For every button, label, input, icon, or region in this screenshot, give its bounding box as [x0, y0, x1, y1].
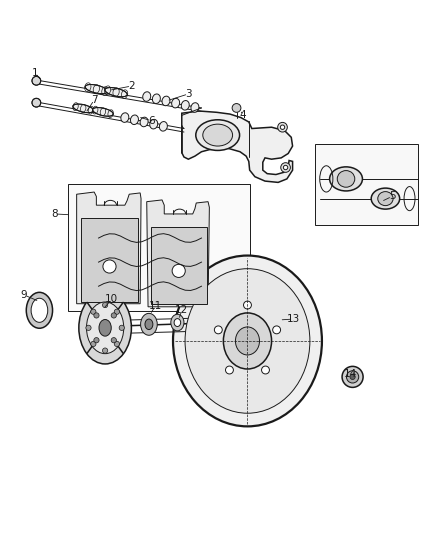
Circle shape [111, 337, 117, 343]
Ellipse shape [150, 119, 158, 129]
Ellipse shape [203, 124, 233, 146]
Ellipse shape [378, 191, 393, 206]
Polygon shape [147, 200, 209, 307]
Text: 5: 5 [389, 191, 396, 201]
Text: 9: 9 [21, 290, 28, 300]
Polygon shape [151, 227, 207, 304]
Circle shape [350, 374, 355, 379]
Text: 4: 4 [240, 110, 247, 120]
Ellipse shape [173, 255, 322, 426]
Ellipse shape [337, 171, 355, 187]
Text: 10: 10 [105, 294, 118, 304]
Text: 8: 8 [51, 209, 58, 219]
Circle shape [94, 313, 99, 318]
Ellipse shape [185, 269, 310, 413]
Text: 11: 11 [149, 301, 162, 311]
Ellipse shape [278, 123, 287, 132]
Ellipse shape [281, 163, 290, 172]
Ellipse shape [181, 101, 189, 110]
Ellipse shape [283, 165, 288, 169]
Circle shape [103, 260, 116, 273]
Text: 6: 6 [148, 116, 155, 126]
Text: 14: 14 [344, 369, 357, 379]
Ellipse shape [174, 319, 180, 327]
Text: 13: 13 [287, 314, 300, 324]
Ellipse shape [280, 125, 285, 130]
Text: 7: 7 [91, 95, 98, 105]
Circle shape [226, 366, 233, 374]
Ellipse shape [131, 115, 138, 125]
Ellipse shape [330, 167, 363, 191]
Text: 1: 1 [32, 68, 39, 78]
Circle shape [273, 326, 281, 334]
Ellipse shape [99, 319, 111, 336]
Ellipse shape [79, 292, 131, 364]
Ellipse shape [162, 96, 170, 106]
Ellipse shape [342, 366, 363, 387]
Circle shape [114, 341, 120, 346]
Ellipse shape [145, 319, 153, 329]
Polygon shape [81, 219, 138, 302]
Circle shape [172, 264, 185, 278]
Circle shape [102, 302, 108, 308]
Ellipse shape [346, 371, 359, 383]
Ellipse shape [105, 87, 127, 97]
Text: 12: 12 [175, 305, 188, 316]
Ellipse shape [196, 120, 240, 150]
Ellipse shape [85, 85, 107, 94]
Circle shape [91, 341, 96, 346]
Circle shape [114, 309, 120, 314]
Ellipse shape [93, 108, 113, 116]
Circle shape [244, 301, 251, 309]
Circle shape [102, 348, 108, 353]
Ellipse shape [191, 103, 199, 112]
Bar [68, 184, 250, 311]
Ellipse shape [143, 92, 151, 101]
Circle shape [119, 325, 124, 330]
Bar [315, 144, 418, 225]
Ellipse shape [172, 99, 180, 108]
Circle shape [86, 325, 91, 330]
Ellipse shape [121, 113, 129, 123]
Polygon shape [182, 111, 293, 182]
Circle shape [32, 98, 41, 107]
Ellipse shape [26, 292, 53, 328]
Ellipse shape [152, 94, 160, 103]
Text: 2: 2 [128, 81, 135, 91]
Circle shape [232, 103, 241, 112]
Text: 3: 3 [185, 89, 192, 99]
Ellipse shape [171, 314, 184, 331]
Ellipse shape [235, 327, 259, 355]
Ellipse shape [141, 313, 157, 335]
Ellipse shape [86, 302, 124, 354]
Ellipse shape [31, 298, 48, 322]
Polygon shape [77, 192, 141, 304]
Circle shape [94, 337, 99, 343]
Ellipse shape [140, 117, 148, 127]
Circle shape [261, 366, 269, 374]
Ellipse shape [159, 122, 167, 131]
Circle shape [214, 326, 222, 334]
Circle shape [111, 313, 117, 318]
Circle shape [32, 76, 41, 85]
Ellipse shape [223, 313, 272, 369]
Ellipse shape [371, 188, 399, 209]
Circle shape [91, 309, 96, 314]
Ellipse shape [73, 104, 93, 112]
